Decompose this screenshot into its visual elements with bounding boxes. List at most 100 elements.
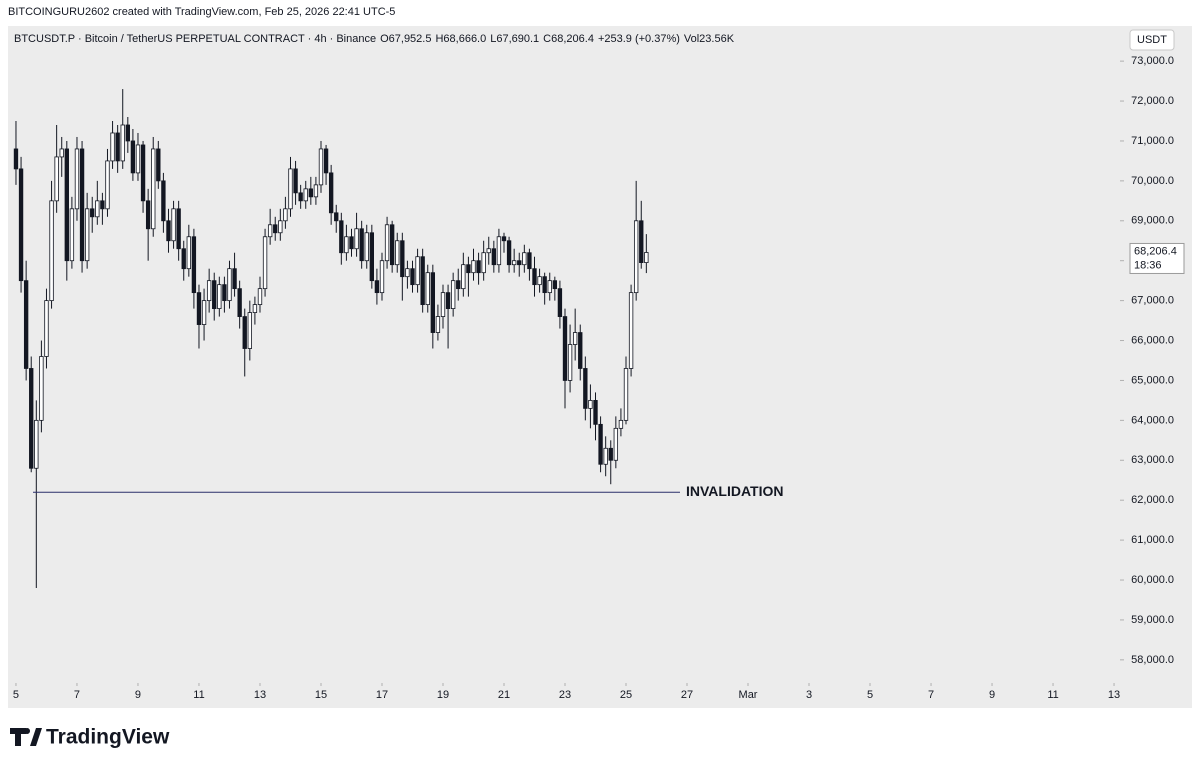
candle-body — [130, 140, 136, 174]
x-tick-label: 9 — [989, 689, 995, 701]
candle-body — [29, 368, 34, 469]
y-tick-label: 62,000.0 — [1131, 494, 1174, 506]
candle-body — [359, 228, 364, 262]
candle-body — [242, 316, 247, 349]
y-tick-label: 71,000.0 — [1131, 135, 1174, 147]
x-tick-label: 11 — [193, 689, 204, 701]
candle-body — [506, 240, 512, 266]
x-tick-label: 27 — [681, 689, 693, 701]
candle-body — [115, 132, 120, 162]
y-tick-label: 66,000.0 — [1131, 334, 1174, 346]
candle-body — [196, 292, 202, 325]
y-tick-label: 65,000.0 — [1131, 374, 1174, 386]
chart-panel — [8, 26, 1192, 708]
candle-body — [537, 276, 542, 286]
x-tick-label: 7 — [928, 689, 934, 701]
candle-body — [308, 188, 314, 198]
currency[interactable]: USDT — [1137, 34, 1167, 46]
candle-body — [354, 228, 359, 250]
candle-body — [374, 280, 380, 294]
candle-body — [278, 220, 283, 234]
candle-body — [105, 160, 110, 210]
candle-body — [395, 240, 400, 266]
candle-body — [562, 316, 568, 381]
x-tick-label: 17 — [376, 689, 388, 701]
candle-body — [273, 224, 278, 234]
candle-body — [456, 280, 461, 290]
x-tick-label: 13 — [254, 689, 266, 701]
candle-body — [252, 304, 258, 313]
candle-body — [593, 400, 598, 425]
candle-body — [628, 292, 634, 369]
candle-body — [59, 148, 64, 158]
candle-body — [613, 427, 619, 461]
candle-body — [618, 419, 624, 429]
candle-body — [481, 252, 486, 274]
x-tick-label: 19 — [437, 689, 449, 701]
candle-body — [476, 260, 481, 274]
candle-body — [212, 280, 217, 310]
candle-body — [603, 447, 608, 465]
candle-body — [405, 268, 410, 278]
legend-value: H68,666.0 — [435, 33, 486, 45]
candle-body — [400, 240, 405, 278]
candle-body — [13, 148, 19, 170]
candle-body — [151, 148, 156, 230]
candle-body — [349, 236, 354, 250]
candle-body — [511, 260, 517, 266]
candle-body — [639, 220, 644, 263]
candle-body — [156, 148, 161, 182]
candle-body — [206, 280, 212, 302]
candle-body — [527, 252, 532, 270]
candle-body — [191, 236, 197, 294]
candle-body — [496, 236, 502, 266]
brand-logo — [10, 728, 42, 746]
candle-body — [217, 284, 222, 310]
candle-body — [313, 184, 319, 198]
candle-body — [415, 256, 420, 286]
candle-body — [369, 232, 375, 282]
candle-body — [293, 168, 298, 194]
candle-body — [430, 272, 436, 333]
candle-body — [176, 208, 181, 250]
legend-value: +253.9 (+0.37%) — [598, 33, 680, 45]
chart-header: BTCUSDT.P · Bitcoin / TetherUS PERPETUAL… — [14, 33, 735, 45]
x-tick-label: 13 — [1108, 689, 1120, 701]
annotation-label: INVALIDATION — [686, 483, 783, 499]
legend-value: L67,690.1 — [490, 33, 539, 45]
candle-body — [583, 368, 588, 409]
x-tick-label: 25 — [620, 689, 632, 701]
candle-body — [547, 280, 552, 294]
candle-body — [120, 124, 125, 162]
candle-body — [532, 268, 537, 286]
candle-body — [161, 180, 166, 222]
candle-body — [323, 148, 329, 174]
candle-body — [384, 224, 390, 262]
candle-body — [334, 212, 339, 222]
x-tick-label: 15 — [315, 689, 327, 701]
candle-body — [542, 276, 547, 294]
x-tick-label: 11 — [1047, 689, 1058, 701]
candle-body — [84, 208, 90, 262]
candle-body — [328, 172, 334, 214]
x-tick-label: 3 — [806, 689, 812, 701]
candle-body — [379, 260, 385, 294]
candle-body — [288, 168, 293, 210]
candle-body — [227, 268, 232, 302]
candle-body — [18, 168, 24, 282]
candle-body — [110, 132, 115, 162]
candle-body — [410, 268, 415, 286]
last-price-box — [1129, 242, 1185, 274]
candle-body — [578, 332, 583, 369]
candle-body — [23, 280, 29, 369]
x-tick-label: 7 — [74, 689, 80, 701]
legend-value: O67,952.5 — [380, 33, 431, 45]
candle-body — [237, 288, 242, 317]
currency-button[interactable] — [1129, 29, 1175, 51]
candle-body — [425, 272, 430, 306]
y-tick-label: 59,000.0 — [1131, 614, 1174, 626]
y-tick-label: 67,000.0 — [1131, 295, 1174, 307]
candle-body — [171, 208, 176, 242]
candle-body — [44, 300, 49, 357]
y-tick-label: 73,000.0 — [1131, 55, 1174, 67]
